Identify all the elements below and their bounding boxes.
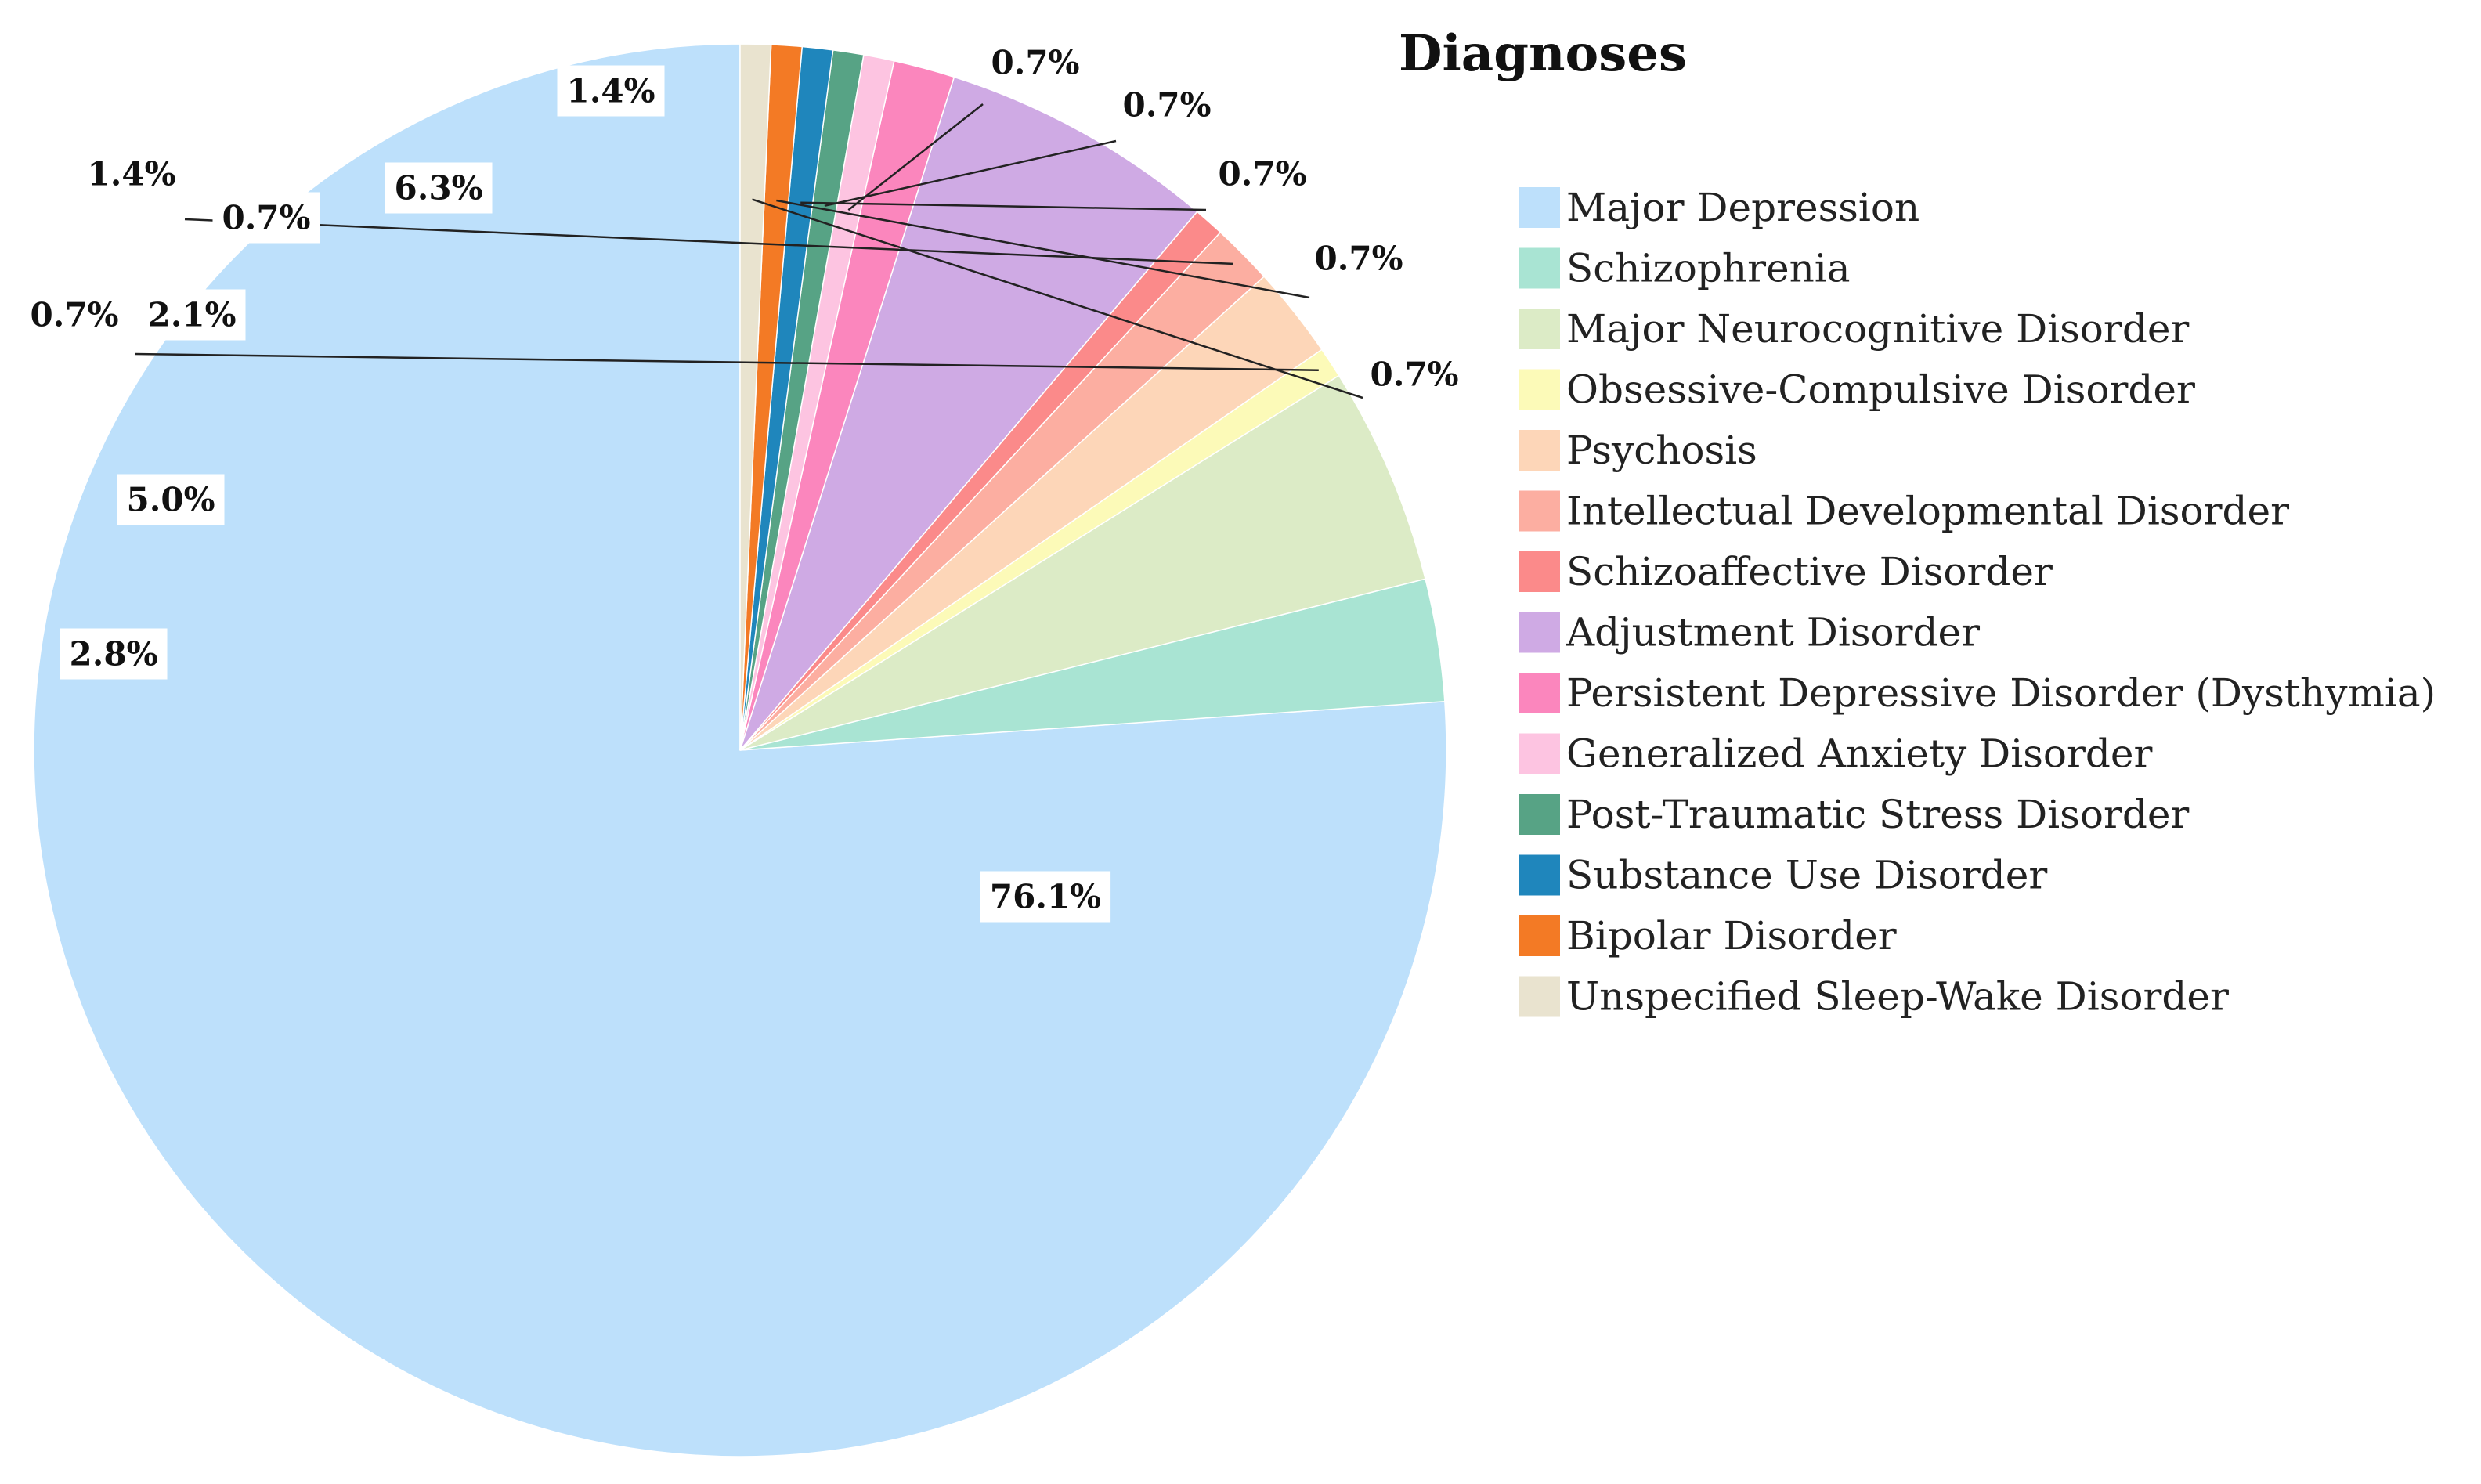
pie-slices (33, 43, 1447, 1457)
legend-swatch-persistent-depressive-disorder-dysthymia (1519, 673, 1560, 713)
slice-label-schizoaffective-disorder: 0.7% (222, 199, 311, 237)
legend-swatch-psychosis (1519, 430, 1560, 471)
slice-label-box-major-depression (980, 871, 1111, 923)
legend-label-persistent-depressive-disorder-dysthymia: Persistent Depressive Disorder (Dysthymi… (1566, 670, 2436, 716)
legend-label-obsessive-compulsive-disorder: Obsessive-Compulsive Disorder (1566, 367, 2195, 413)
legend-label-psychosis: Psychosis (1566, 428, 1757, 473)
legend-swatch-schizoaffective-disorder (1519, 551, 1560, 592)
leader-line-substance-use-disorder (800, 201, 1207, 211)
leader-line-bipolar-disorder (776, 199, 1310, 299)
legend-swatch-unspecified-sleep-wake-disorder (1519, 976, 1560, 1017)
slice-label-adjustment-disorder: 6.3% (395, 169, 483, 208)
leader-line-intellectual-developmental-disorder (184, 218, 1233, 265)
slice-label-box-schizoaffective-disorder (212, 192, 320, 244)
slice-label-box-major-neurocognitive-disorder (117, 474, 225, 525)
legend-swatch-intellectual-developmental-disorder (1519, 490, 1560, 532)
legend-swatch-adjustment-disorder (1519, 612, 1560, 653)
slice-label-box-psychosis (138, 289, 246, 341)
legend-label-adjustment-disorder: Adjustment Disorder (1566, 610, 1980, 655)
legend: Major Depression Schizophrenia Major Neuro… (1519, 185, 2436, 1020)
legend-label-unspecified-sleep-wake-disorder: Unspecified Sleep-Wake Disorder (1566, 974, 2229, 1020)
slice-label-box-adjustment-disorder (385, 162, 493, 214)
leader-line-post-traumatic-stress-disorder (824, 139, 1117, 208)
leader-line-generalized-anxiety-disorder (847, 103, 984, 211)
legend-swatch-schizophrenia (1519, 247, 1560, 289)
slice-label-box-schizophrenia (60, 628, 168, 680)
slice-label-major-depression: 76.1% (990, 878, 1101, 916)
slice-label-major-neurocognitive-disorder: 5.0% (127, 481, 215, 519)
pie-slice-major-neurocognitive-disorder (739, 374, 1426, 751)
leader-line-unspecified-sleep-wake-disorder (752, 198, 1363, 399)
slice-label-bipolar-disorder: 0.7% (1315, 240, 1403, 278)
slice-label-intellectual-developmental-disorder: 1.4% (88, 155, 176, 193)
leader-line-obsessive-compulsive-disorder (134, 352, 1319, 371)
legend-label-schizoaffective-disorder: Schizoaffective Disorder (1566, 549, 2053, 594)
slice-label-schizophrenia: 2.8% (70, 635, 158, 673)
legend-label-intellectual-developmental-disorder: Intellectual Developmental Disorder (1566, 489, 2289, 534)
slice-label-box-persistent-depressive-disorder-dysthymia (557, 65, 665, 117)
slice-label-post-traumatic-stress-disorder: 0.7% (1123, 86, 1212, 125)
legend-label-major-neurocognitive-disorder: Major Neurocognitive Disorder (1566, 306, 2189, 352)
slice-label-unspecified-sleep-wake-disorder: 0.7% (1371, 356, 1459, 394)
label-leader-lines (134, 103, 1363, 399)
slice-labels: 76.1% 2.8% 5.0% 0.7% 2.1% 1.4% 0.7% 6.3% 1.4% 0.7… (31, 44, 1459, 923)
legend-label-post-traumatic-stress-disorder: Post-Traumatic Stress Disorder (1566, 792, 2189, 837)
slice-label-obsessive-compulsive-disorder: 0.7% (31, 296, 119, 334)
slice-label-substance-use-disorder: 0.7% (1219, 155, 1307, 193)
slice-label-generalized-anxiety-disorder: 0.7% (991, 44, 1080, 82)
legend-swatch-post-traumatic-stress-disorder (1519, 794, 1560, 835)
legend-swatch-bipolar-disorder (1519, 915, 1560, 956)
legend-swatch-obsessive-compulsive-disorder (1519, 369, 1560, 410)
legend-swatch-generalized-anxiety-disorder (1519, 733, 1560, 774)
legend-swatch-substance-use-disorder (1519, 854, 1560, 896)
legend-swatch-major-depression (1519, 187, 1560, 228)
legend-label-schizophrenia: Schizophrenia (1566, 246, 1851, 291)
slice-label-persistent-depressive-disorder-dysthymia: 1.4% (567, 72, 655, 110)
legend-label-major-depression: Major Depression (1566, 185, 1919, 230)
slice-label-psychosis: 2.1% (148, 296, 237, 334)
chart-title: Diagnoses (1399, 24, 1687, 83)
legend-label-generalized-anxiety-disorder: Generalized Anxiety Disorder (1566, 731, 2153, 777)
legend-label-substance-use-disorder: Substance Use Disorder (1566, 853, 2047, 898)
pie-slice-unspecified-sleep-wake-disorder (739, 43, 772, 751)
legend-label-bipolar-disorder: Bipolar Disorder (1566, 913, 1897, 959)
legend-swatch-major-neurocognitive-disorder (1519, 309, 1560, 349)
pie-slice-adjustment-disorder (739, 76, 1198, 751)
